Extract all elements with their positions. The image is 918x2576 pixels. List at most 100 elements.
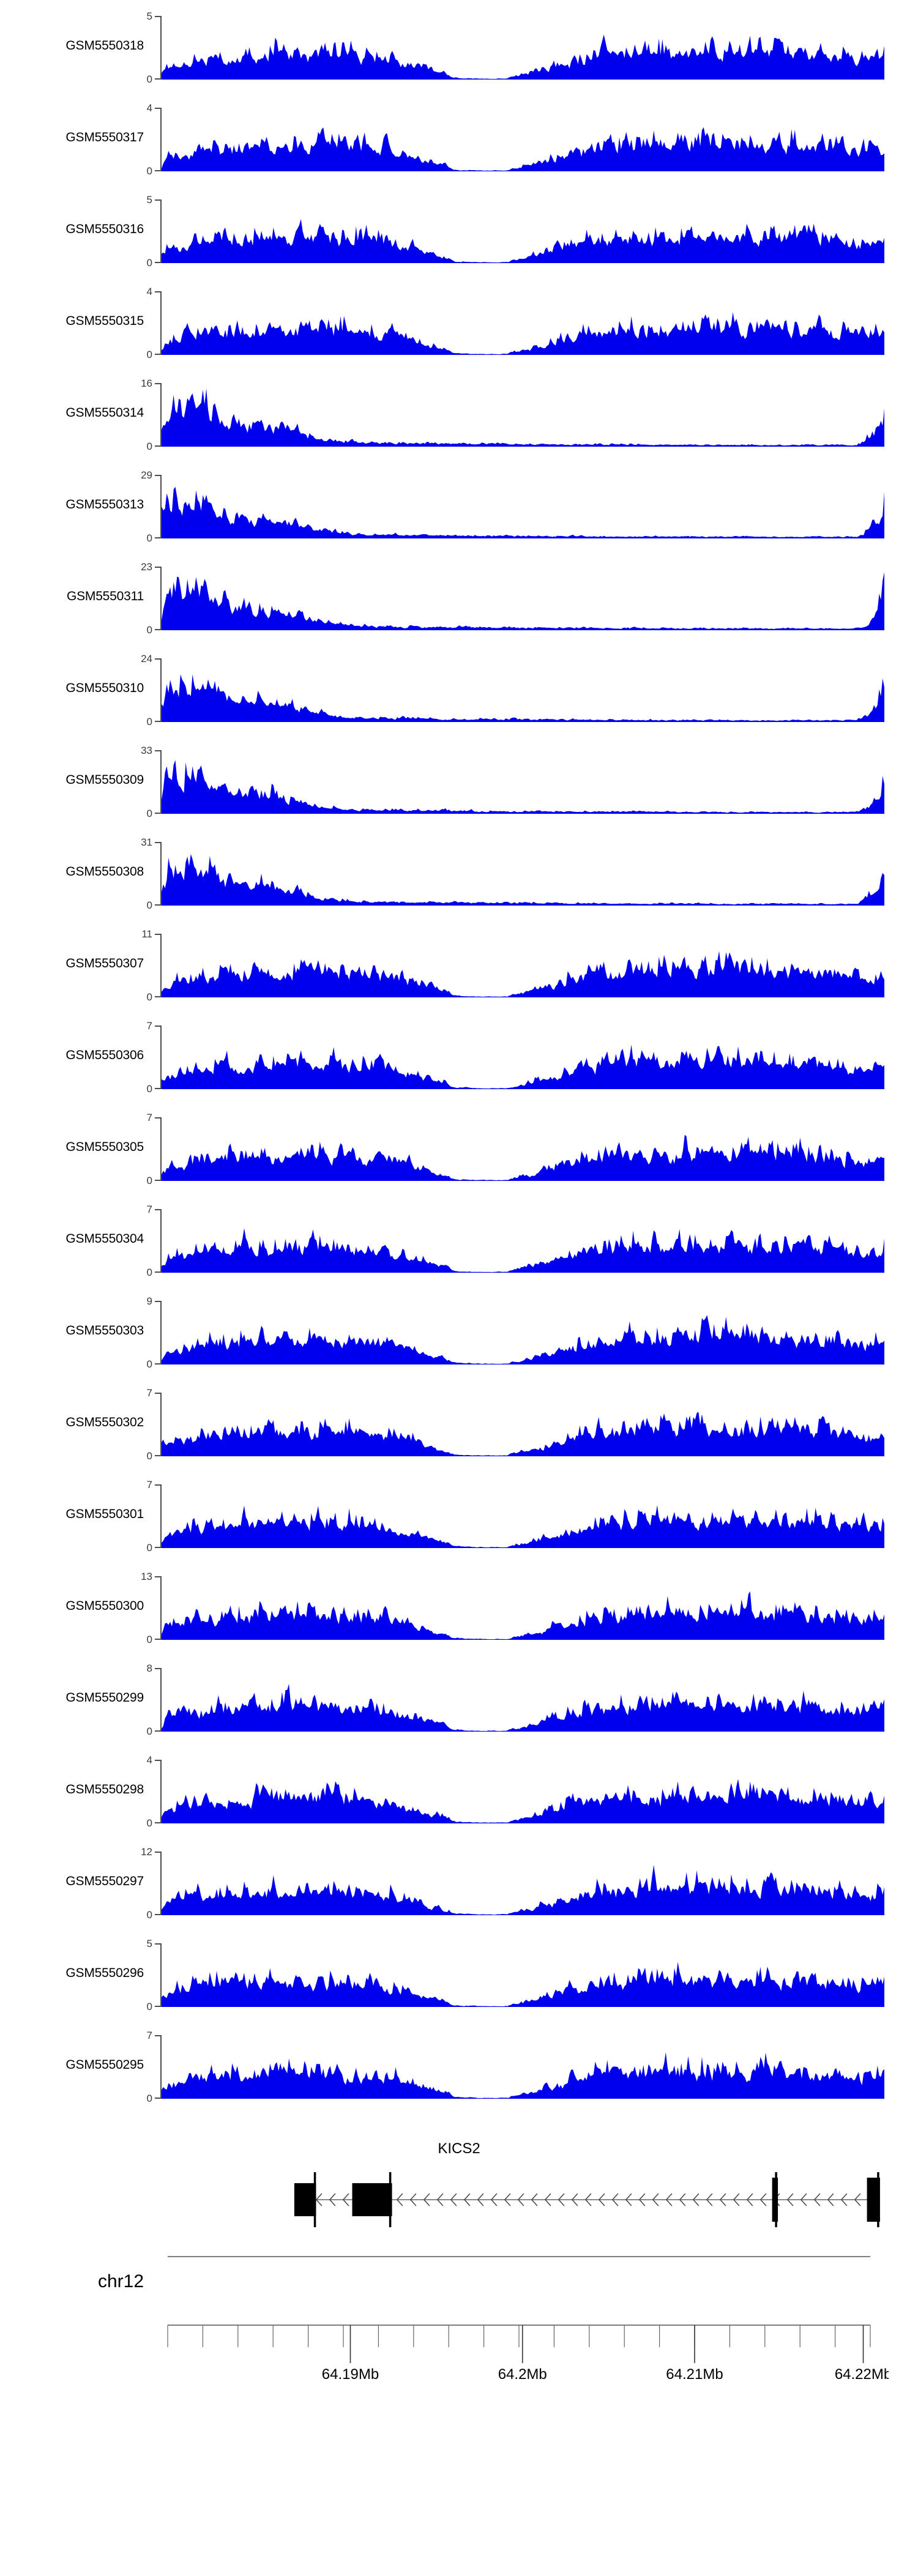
coverage-track[interactable]: GSM5550302 7 0 <box>0 1377 918 1469</box>
strand-arrow-icon <box>558 2193 565 2206</box>
track-label: GSM5550310 <box>65 681 144 695</box>
strand-arrow-icon <box>342 2193 349 2206</box>
y-axis-max-label: 24 <box>141 653 152 664</box>
strand-arrow-icon <box>423 2193 430 2206</box>
y-axis-tick-bottom <box>155 1271 162 1273</box>
coverage-track[interactable]: GSM5550299 8 0 <box>0 1652 918 1744</box>
track-plot-area[interactable]: 33 0 <box>141 745 884 819</box>
track-plot-area[interactable]: 23 0 <box>141 562 884 635</box>
y-axis-line <box>160 750 162 814</box>
y-axis-max-label: 29 <box>141 469 152 481</box>
y-axis-min-label: 0 <box>146 1634 152 1645</box>
coverage-area <box>162 127 884 171</box>
y-axis-line <box>160 2035 162 2099</box>
track-label: GSM5550302 <box>65 1415 144 1429</box>
y-axis-max-label: 4 <box>146 102 152 114</box>
coverage-track[interactable]: GSM5550309 33 0 <box>0 734 918 826</box>
coverage-track[interactable]: GSM5550298 4 0 <box>0 1744 918 1836</box>
coverage-track[interactable]: GSM5550305 7 0 <box>0 1101 918 1193</box>
y-axis-min-label: 0 <box>146 1542 152 1554</box>
coverage-area <box>162 34 884 80</box>
track-plot-area[interactable]: 31 0 <box>141 837 884 910</box>
track-plot-area[interactable]: 13 0 <box>141 1571 884 1645</box>
gene-exon[interactable] <box>352 2183 392 2216</box>
gene-model-track: KICS2 <box>0 2111 918 2239</box>
coverage-track[interactable]: GSM5550317 4 0 <box>0 92 918 184</box>
coverage-track[interactable]: GSM5550307 11 0 <box>0 918 918 1010</box>
strand-arrow-icon <box>638 2193 646 2206</box>
y-axis-tick-top <box>155 1668 162 1669</box>
strand-arrow-icon <box>800 2193 807 2206</box>
y-axis-tick-top <box>155 1943 162 1945</box>
y-axis-tick-bottom <box>155 813 162 814</box>
track-plot-area[interactable]: 11 0 <box>141 929 884 1002</box>
y-axis-min-label: 0 <box>146 1450 152 1462</box>
gene-label: KICS2 <box>438 2140 480 2157</box>
y-axis-tick-top <box>155 383 162 384</box>
y-axis-min-label: 0 <box>146 716 152 728</box>
y-axis-tick-bottom <box>155 996 162 997</box>
coverage-track[interactable]: GSM5550306 7 0 <box>0 1010 918 1101</box>
coverage-track[interactable]: GSM5550311 23 0 <box>0 551 918 642</box>
coverage-track[interactable]: GSM5550295 7 0 <box>0 2019 918 2111</box>
y-axis-tick-bottom <box>155 1547 162 1548</box>
strand-arrow-icon <box>571 2193 578 2206</box>
coverage-track[interactable]: GSM5550310 24 0 <box>0 642 918 734</box>
y-axis-tick-bottom <box>155 1639 162 1640</box>
strand-arrow-icon <box>759 2193 767 2206</box>
y-axis-tick-top <box>155 1117 162 1119</box>
gene-exon[interactable] <box>772 2178 778 2222</box>
strand-arrow-icon <box>813 2193 821 2206</box>
coverage-track[interactable]: GSM5550308 31 0 <box>0 826 918 918</box>
gene-exon[interactable] <box>294 2183 316 2216</box>
coverage-track[interactable]: GSM5550300 13 0 <box>0 1560 918 1652</box>
y-axis-tick-bottom <box>155 2098 162 2099</box>
strand-arrow-icon <box>652 2193 659 2206</box>
track-plot-area[interactable]: 24 0 <box>141 653 884 727</box>
chromosome-label: chr12 <box>97 2271 144 2291</box>
strand-arrow-icon <box>409 2193 417 2206</box>
coverage-area <box>162 1864 884 1915</box>
track-plot-area[interactable]: 12 0 <box>141 1847 884 1920</box>
coverage-track[interactable]: GSM5550314 16 0 <box>0 367 918 459</box>
y-axis-tick-top <box>155 1760 162 1761</box>
coverage-track[interactable]: GSM5550304 7 0 <box>0 1193 918 1285</box>
y-axis-min-label: 0 <box>146 991 152 1003</box>
strand-arrow-icon <box>706 2193 713 2206</box>
y-axis-tick-bottom <box>155 1455 162 1456</box>
coverage-track[interactable]: GSM5550301 7 0 <box>0 1469 918 1560</box>
y-axis-min-label: 0 <box>146 808 152 819</box>
track-label: GSM5550299 <box>65 1691 144 1705</box>
coverage-track[interactable]: GSM5550303 9 0 <box>0 1285 918 1377</box>
y-axis-tick-top <box>155 1576 162 1577</box>
coverage-track[interactable]: GSM5550316 5 0 <box>0 184 918 275</box>
coverage-track[interactable]: GSM5550313 29 0 <box>0 459 918 551</box>
coverage-track[interactable]: GSM5550296 5 0 <box>0 1927 918 2019</box>
coverage-area <box>162 2052 884 2099</box>
coverage-area <box>162 1505 884 1548</box>
y-axis-tick-top <box>155 567 162 568</box>
y-axis-max-label: 9 <box>146 1295 152 1307</box>
track-plot-area[interactable]: 16 0 <box>141 378 884 452</box>
coverage-track[interactable]: GSM5550315 4 0 <box>0 275 918 367</box>
track-label: GSM5550296 <box>65 1966 144 1980</box>
y-axis-tick-top <box>155 1209 162 1210</box>
track-plot-area[interactable]: 29 0 <box>141 470 884 543</box>
coverage-track[interactable]: GSM5550297 12 0 <box>0 1836 918 1927</box>
coverage-track[interactable]: GSM5550318 5 0 <box>0 0 918 92</box>
gene-exon[interactable] <box>867 2178 880 2222</box>
